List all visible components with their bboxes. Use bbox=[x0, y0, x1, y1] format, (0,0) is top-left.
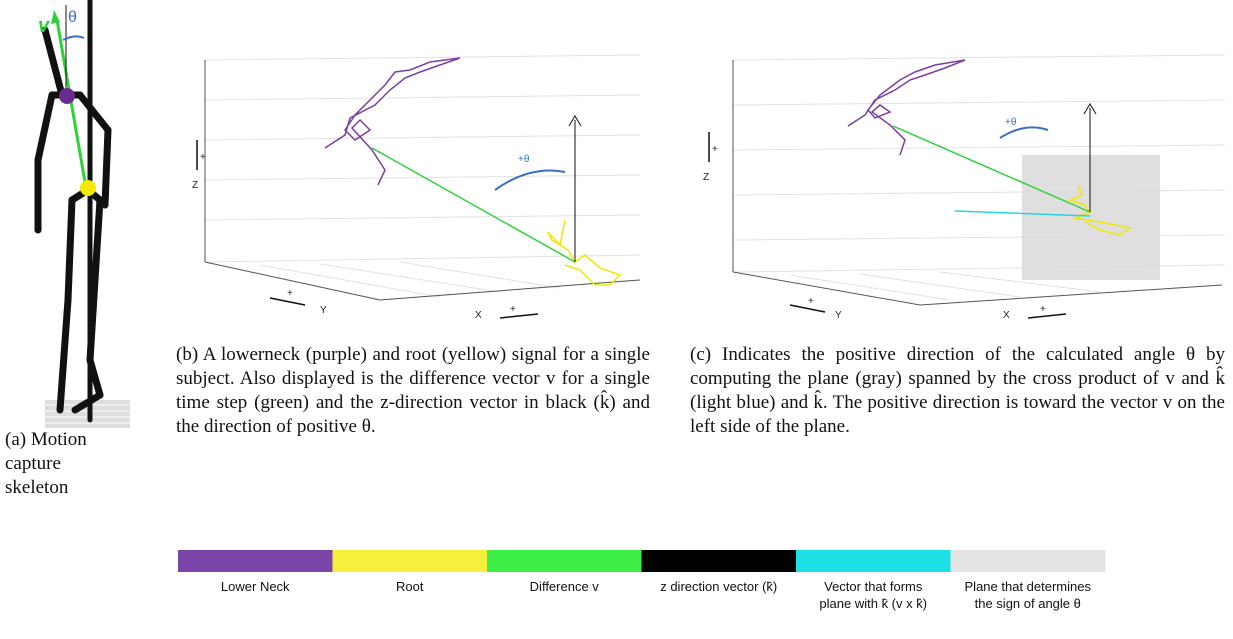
legend-swatch bbox=[333, 550, 488, 572]
x-axis-label: X bbox=[1003, 310, 1010, 321]
z-axis-label: Z bbox=[703, 172, 709, 183]
difference-vector bbox=[57, 20, 86, 188]
legend-swatch bbox=[487, 550, 642, 572]
legend-label: Vector that forms plane with k̂ (v x k̂) bbox=[796, 578, 951, 612]
y-sign: + bbox=[287, 288, 293, 299]
legend-label: Lower Neck bbox=[178, 578, 333, 595]
legend-swatch bbox=[796, 550, 951, 572]
page: v θ +θ + Z + Y + X +θ + Z + Y + X bbox=[0, 0, 1233, 639]
lower-neck-trajectory bbox=[325, 58, 460, 185]
x-axis-label: X bbox=[475, 310, 482, 321]
legend-label: Plane that determines the sign of angle … bbox=[951, 578, 1106, 612]
z-sign: + bbox=[200, 152, 206, 163]
figure: v θ +θ + Z + Y + X +θ + Z + Y + X bbox=[0, 0, 1233, 639]
legend bbox=[178, 550, 1106, 572]
root-marker bbox=[80, 180, 96, 196]
legend-swatch bbox=[642, 550, 797, 572]
legend-label: Difference v bbox=[487, 578, 642, 595]
caption: (a) Motion capture skeleton bbox=[5, 428, 100, 500]
legend-label: z direction vector (k̂) bbox=[642, 578, 797, 595]
legend-swatch bbox=[178, 550, 333, 572]
theta-label: +θ bbox=[1005, 117, 1017, 128]
legend-label: Root bbox=[333, 578, 488, 595]
z-sign: + bbox=[712, 144, 718, 155]
x-sign: + bbox=[510, 304, 516, 315]
skeleton bbox=[38, 0, 130, 428]
theta-label: θ bbox=[68, 9, 77, 26]
legend-swatch bbox=[951, 550, 1106, 572]
theta-arc bbox=[1000, 127, 1048, 138]
caption: (c) Indicates the positive direction of … bbox=[690, 343, 1225, 439]
theta-label: +θ bbox=[518, 154, 530, 165]
theta-arc bbox=[495, 170, 565, 190]
caption: (b) A lowerneck (purple) and root (yello… bbox=[176, 343, 650, 439]
lower-neck-trajectory bbox=[848, 60, 965, 155]
z-axis-label: Z bbox=[192, 180, 198, 191]
difference-vector bbox=[372, 148, 575, 262]
arrow-head bbox=[51, 10, 60, 24]
x-sign: + bbox=[1040, 304, 1046, 315]
v-label: v bbox=[38, 15, 51, 37]
y-axis-label: Y bbox=[320, 305, 327, 316]
plane bbox=[1022, 155, 1160, 280]
lower-neck-marker bbox=[59, 88, 75, 104]
y-sign: + bbox=[808, 296, 814, 307]
y-axis-label: Y bbox=[835, 310, 842, 321]
